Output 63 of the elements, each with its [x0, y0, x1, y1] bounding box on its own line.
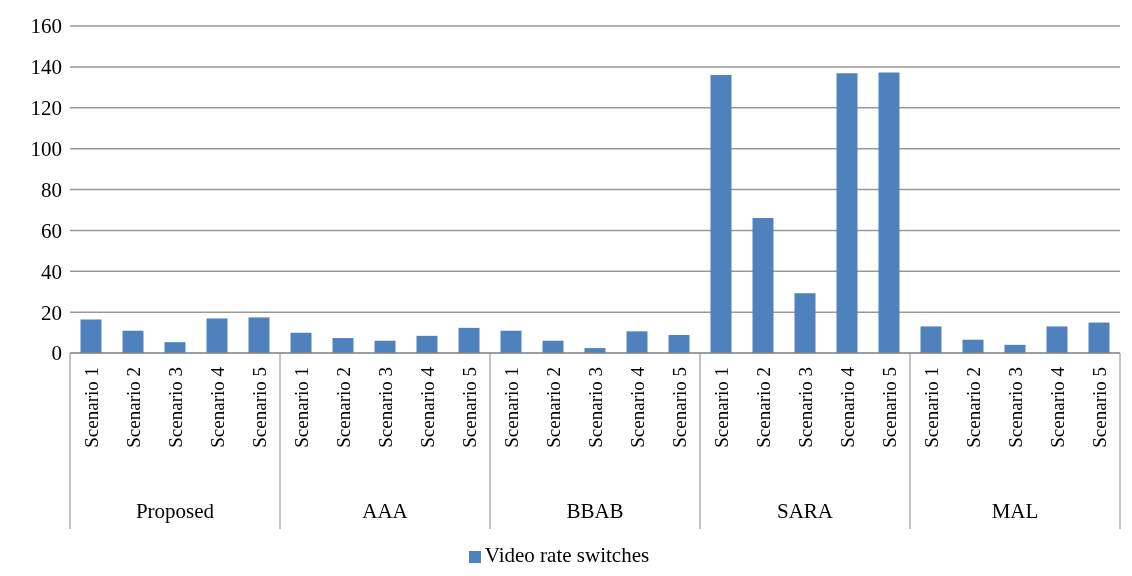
x-tick-label: Scenario 2 [962, 367, 984, 448]
bar [710, 75, 732, 353]
text: BBAB [566, 499, 624, 523]
bar [500, 330, 522, 353]
x-tick-label: Scenario 5 [248, 367, 270, 448]
x-tick-label: Scenario 1 [290, 367, 312, 448]
x-tick-label: Scenario 1 [80, 367, 102, 448]
bar [206, 318, 228, 353]
x-tick-label: Scenario 3 [374, 367, 396, 448]
y-tick-label: 40 [41, 259, 62, 284]
bar [80, 319, 102, 353]
x-tick-label: Scenario 4 [836, 366, 858, 448]
bar [248, 317, 270, 353]
x-tick-label: Scenario 4 [1046, 366, 1068, 448]
x-tick-label: Scenario 1 [920, 367, 942, 448]
y-tick-label: 20 [41, 300, 62, 325]
x-tick-label: Scenario 2 [122, 367, 144, 448]
bar [836, 73, 858, 353]
bar [122, 330, 144, 353]
bar [920, 326, 942, 353]
legend-label: Video rate switches [484, 543, 650, 567]
x-tick-label: Scenario 4 [206, 366, 228, 448]
y-tick-label: 100 [30, 137, 62, 162]
text: MAL [991, 499, 1039, 523]
x-tick-label: Scenario 1 [710, 367, 732, 448]
text: Proposed [135, 499, 215, 523]
bar [374, 340, 396, 353]
bar [668, 335, 690, 353]
bar [458, 327, 480, 353]
bar [332, 338, 354, 353]
bar [1088, 322, 1110, 353]
x-tick-label: Scenario 2 [332, 367, 354, 448]
x-tick-label: Scenario 3 [794, 367, 816, 448]
x-tick-label: Scenario 3 [164, 367, 186, 448]
bar [164, 342, 186, 353]
bar [542, 340, 564, 353]
x-tick-label: Scenario 3 [584, 367, 606, 448]
bar [416, 335, 438, 353]
bar [794, 293, 816, 353]
y-tick-label: 140 [30, 55, 62, 80]
text: SARA [776, 499, 834, 523]
y-tick-label: 160 [30, 14, 62, 39]
bar [752, 218, 774, 353]
x-tick-label: Scenario 5 [878, 367, 900, 448]
x-tick-label: Scenario 4 [626, 366, 648, 448]
bar [1046, 326, 1068, 353]
x-tick-label: Scenario 4 [416, 366, 438, 448]
bar [626, 331, 648, 353]
x-tick-label: Scenario 5 [668, 367, 690, 448]
y-tick-label: 0 [51, 341, 62, 366]
text: AAA [362, 499, 409, 523]
bar [878, 72, 900, 353]
x-tick-label: Scenario 2 [752, 367, 774, 448]
x-tick-label: Scenario 2 [542, 367, 564, 448]
y-tick-label: 80 [41, 177, 62, 202]
y-tick-label: 60 [41, 218, 62, 243]
x-tick-label: Scenario 5 [458, 367, 480, 448]
bar [290, 332, 312, 353]
bar [962, 339, 984, 353]
x-tick-label: Scenario 5 [1088, 367, 1110, 448]
x-tick-label: Scenario 3 [1004, 367, 1026, 448]
x-tick-label: Scenario 1 [500, 367, 522, 448]
y-tick-label: 120 [30, 96, 62, 121]
